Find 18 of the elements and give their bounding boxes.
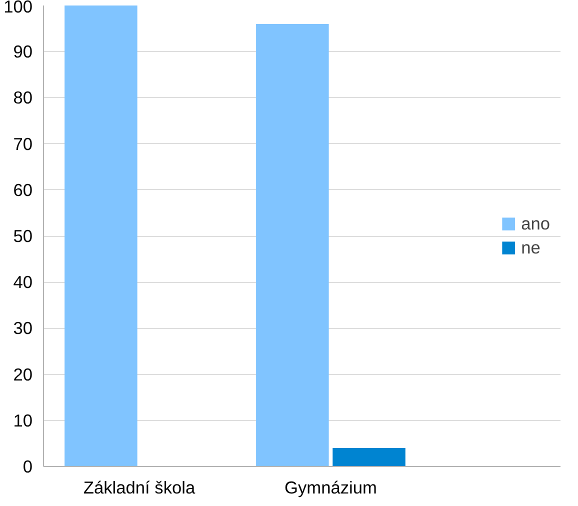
y-tick-label: 50 (13, 226, 33, 246)
y-tick-label: 80 (13, 88, 33, 108)
bar (332, 448, 406, 466)
y-tick-label: 0 (22, 456, 33, 476)
x-tick-label: Základní škola (83, 478, 196, 498)
y-tick-label: 60 (13, 180, 33, 200)
y-tick-label: 20 (13, 364, 33, 384)
y-tick-label: 30 (13, 318, 33, 338)
y-tick-label: 90 (13, 42, 33, 62)
y-tick-label: 70 (13, 134, 33, 154)
bar (256, 24, 329, 466)
y-tick-label: 40 (13, 272, 33, 292)
bar (64, 6, 138, 466)
legend-label: ano (521, 213, 550, 234)
legend-label: ne (521, 237, 542, 258)
x-tick-label: Gymnázium (284, 478, 377, 498)
y-tick-label: 10 (13, 410, 33, 430)
y-tick-label: 100 (4, 0, 33, 16)
